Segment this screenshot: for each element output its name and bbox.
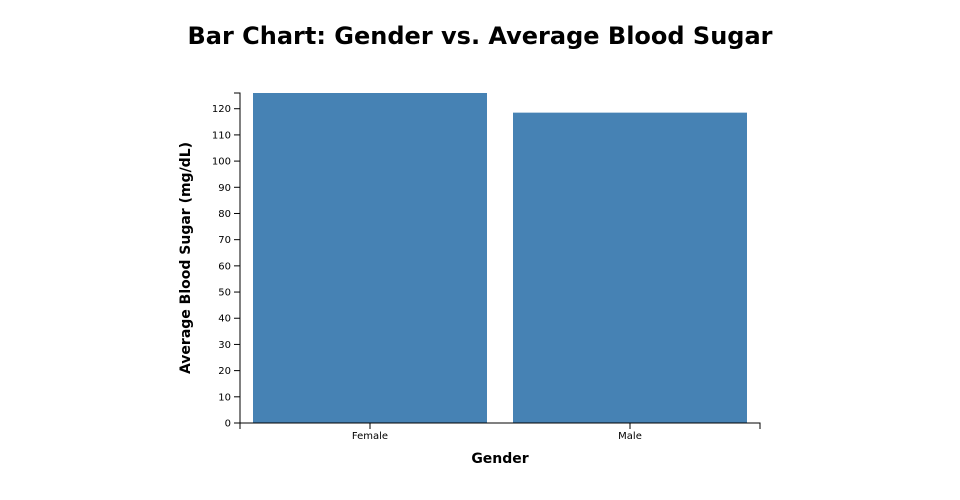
y-axis: 0 10 20 30 40 50 60 70 80 90 100 110 120 <box>212 92 241 430</box>
x-tick-label: Male <box>618 431 642 442</box>
y-tick-label: 40 <box>218 314 231 325</box>
y-axis-line <box>234 92 241 424</box>
bars-group <box>253 93 747 424</box>
y-tick-label: 80 <box>218 209 231 220</box>
y-tick-label: 0 <box>225 419 231 430</box>
y-tick-label: 100 <box>212 157 231 168</box>
y-tick-label: 10 <box>218 392 231 403</box>
y-axis-title: Average Blood Sugar (mg/dL) <box>178 142 194 374</box>
y-tick-label: 20 <box>218 366 231 377</box>
y-tick-label: 50 <box>218 288 231 299</box>
x-axis-line <box>239 422 761 429</box>
y-tick-label: 70 <box>218 235 231 246</box>
y-tick-label: 90 <box>218 183 231 194</box>
x-axis-title: Gender <box>471 451 528 467</box>
x-axis: Female Male <box>239 422 761 442</box>
y-tick-label: 120 <box>212 104 231 115</box>
y-tick-label: 60 <box>218 261 231 272</box>
y-tick-label: 30 <box>218 340 231 351</box>
y-tick-label: 110 <box>212 130 231 141</box>
bar-male <box>513 112 747 424</box>
x-tick-label: Female <box>352 431 388 442</box>
bar-female <box>253 93 487 423</box>
chart-title: Bar Chart: Gender vs. Average Blood Suga… <box>187 22 773 50</box>
